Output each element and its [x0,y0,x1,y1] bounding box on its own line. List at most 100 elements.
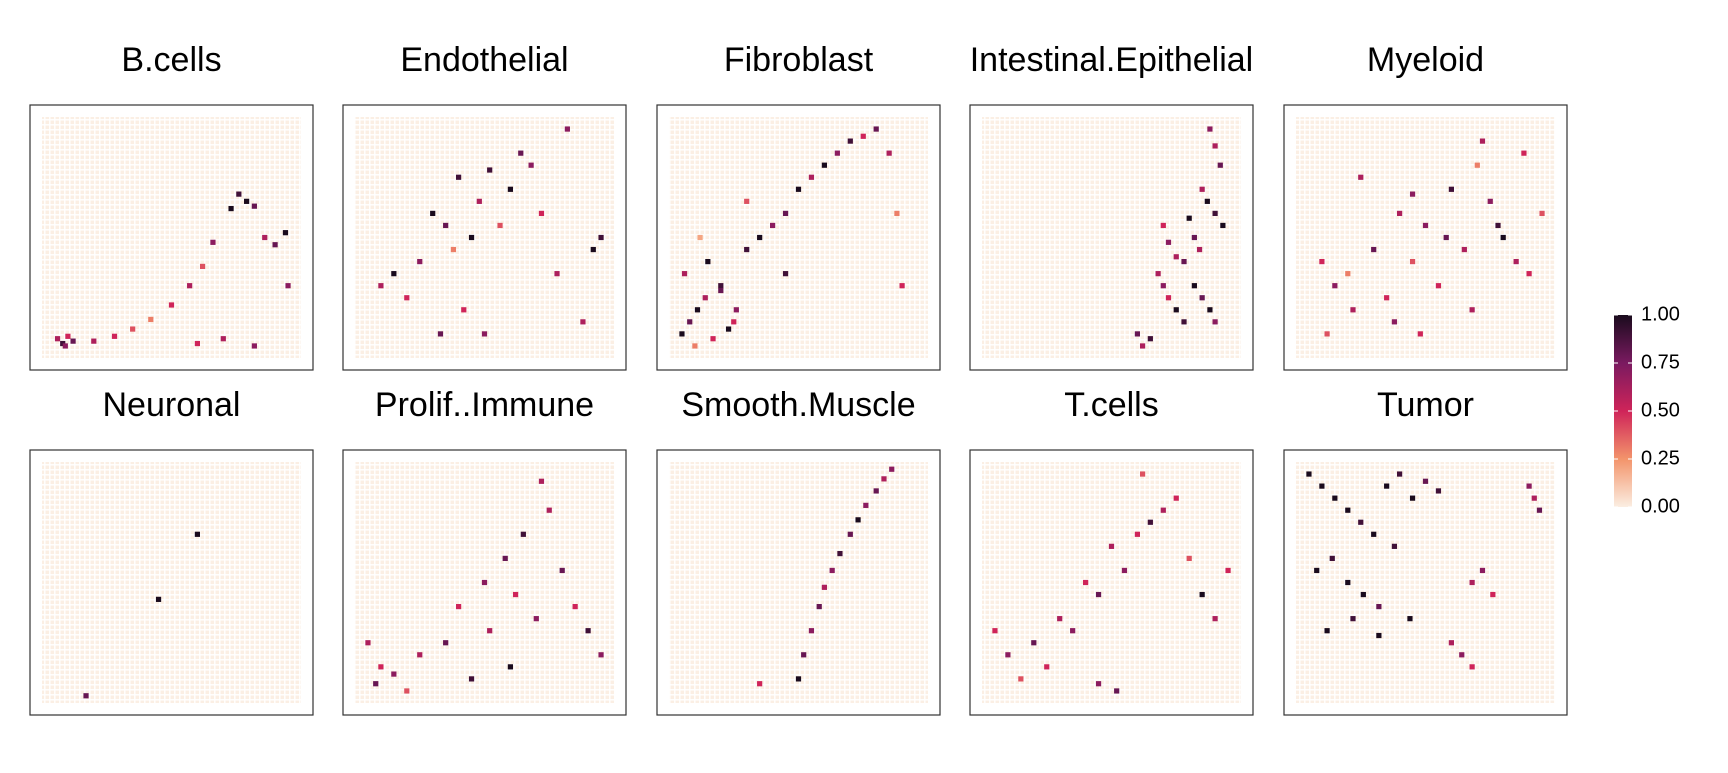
spot [111,333,118,339]
spot [894,210,900,216]
spot [497,222,503,229]
panel-title: Endothelial [400,41,568,79]
spot [564,126,570,132]
colorbar-label: 0.00 [1641,495,1680,517]
colorbar-label: 1.00 [1641,303,1680,325]
spot [391,671,397,677]
spot [83,693,89,699]
spot [899,283,905,289]
spot [733,307,739,313]
spot [1165,295,1172,301]
spot [468,676,475,682]
spot [1397,210,1403,216]
spot [1186,555,1192,561]
spot [461,307,467,313]
spot [1407,616,1413,622]
spot [148,316,154,323]
spot [417,652,423,658]
spot [1384,483,1390,489]
spot [598,234,604,241]
spot [1358,174,1364,180]
spot [430,210,436,216]
spot [1350,616,1356,622]
spot [1422,222,1429,229]
spot [1469,664,1475,670]
spot [507,186,513,192]
spot [847,531,853,537]
spot [692,343,698,349]
spot [1474,162,1480,168]
spot [417,259,423,265]
spot [450,246,457,253]
spot [1376,604,1382,610]
spot [1181,259,1187,265]
spot [770,222,776,229]
spot [1083,579,1089,586]
spot [130,326,136,332]
spot [1212,616,1218,622]
spot [1319,259,1325,265]
spot-background [42,117,301,358]
spot [1409,259,1416,265]
spot [1345,579,1351,586]
spot [590,246,596,253]
spot [456,174,462,180]
spot [559,567,565,574]
spot [285,283,291,289]
spot [1526,271,1532,277]
spot-background [42,462,301,703]
spot [725,326,732,332]
spot [1044,664,1050,670]
spot [744,246,750,253]
panel-title: Intestinal.Epithelial [970,41,1254,79]
spot [1324,628,1330,634]
spot [710,336,716,342]
spot [1160,507,1166,513]
spot [1332,283,1338,289]
spot [1108,543,1115,549]
spot [705,259,711,265]
panel-title: Prolif..Immune [375,386,594,424]
spot [228,205,234,212]
spot [1199,591,1205,598]
spot [886,150,892,156]
spot [837,550,843,557]
spot [1409,495,1416,501]
spot [1181,319,1187,325]
spot [1391,543,1398,549]
spot [1345,507,1351,513]
spot [860,133,866,139]
spot [1409,191,1416,197]
spot [54,336,61,342]
spot [1360,591,1366,598]
colorbar-label: 0.50 [1641,399,1680,421]
colorbar-label: 0.25 [1641,447,1680,469]
spot [187,283,193,289]
spot [808,174,815,180]
spot [679,331,685,337]
spot-background [355,117,614,358]
panel-title: T.cells [1064,386,1158,424]
spot [1204,198,1210,204]
spot [1435,283,1442,289]
spot [718,287,724,294]
spot [697,234,703,241]
spot [1114,688,1120,694]
spot [694,307,701,313]
spot [1376,632,1382,639]
spot [881,476,887,482]
spot [373,681,379,687]
spot [795,676,802,682]
spot [1314,567,1320,574]
spot [1422,478,1429,484]
spot [404,688,410,694]
spot [1459,652,1465,658]
spot [1469,579,1475,586]
spot [251,203,257,209]
spot [70,338,76,344]
spot [834,150,840,156]
spot [1397,471,1403,477]
spot [1173,307,1179,313]
